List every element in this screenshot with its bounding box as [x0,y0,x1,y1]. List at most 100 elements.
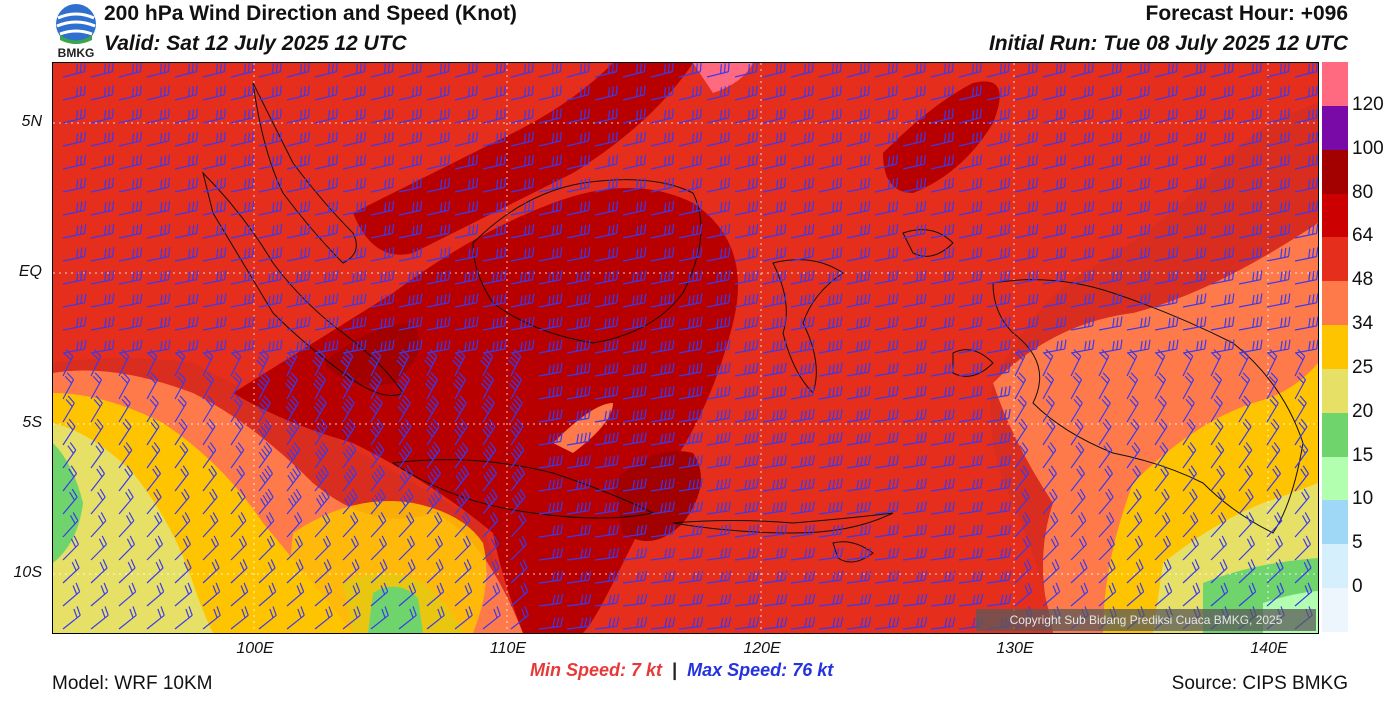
wind-barb [1070,108,1094,124]
wind-barb [510,465,525,492]
wind-barb [1098,154,1123,170]
wind-barb [510,247,535,262]
wind-barb [230,582,249,607]
wind-barb [202,247,227,262]
wind-barb [482,512,499,538]
legend-swatch [1322,325,1348,369]
wind-barb [1154,247,1179,262]
wind-barb [594,247,619,262]
wind-barb [902,570,928,584]
wind-barb [734,547,760,561]
wind-barb [1182,270,1207,285]
wind-barb [1070,349,1082,377]
wind-barb [62,154,87,170]
wind-barb [342,606,361,630]
wind-barb [622,224,647,239]
wind-barb [902,616,928,630]
wind-barb [1182,395,1195,423]
wind-barb [230,270,255,285]
wind-barb [958,200,983,216]
wind-barb [902,247,927,262]
wind-barb [818,385,843,400]
wind-barb [650,293,675,308]
wind-barb [314,418,328,446]
wind-barb [370,339,395,354]
wind-barb [314,488,330,515]
wind-barb [734,293,759,308]
wind-barb [230,372,243,400]
wind-barb [902,177,927,193]
wind-barb [874,177,899,193]
wind-barb [1014,465,1029,492]
wind-barb [538,593,564,607]
wind-barb [454,535,472,561]
wind-barb [90,339,115,354]
wind-barb [202,582,221,607]
wind-barb [1014,488,1030,515]
wind-barb [1266,395,1279,423]
wind-barb [1182,131,1206,147]
min-speed-label: Min Speed: [530,660,627,680]
wind-barb [510,200,535,216]
wind-barb [62,108,86,124]
wind-barb [286,559,304,584]
wind-barb [482,154,507,170]
wind-barb [678,270,703,285]
wind-barb [118,270,143,285]
wind-barb [1126,395,1139,423]
wind-barb [510,582,529,607]
wind-barb [454,177,479,193]
wind-barb [818,293,843,308]
wind-barb [1294,200,1318,216]
wind-barb [958,154,983,170]
wind-barb [230,349,242,377]
wind-barb [1238,200,1263,216]
wind-barb [370,559,388,584]
wind-barb [342,488,358,515]
wind-barb [818,200,843,216]
wind-barb [650,247,675,262]
wind-barb [874,478,899,492]
wind-barb [1070,395,1083,423]
wind-barb [368,349,382,377]
wind-barb [790,85,814,101]
wind-barb [1182,177,1207,193]
wind-barb [1042,465,1057,492]
wind-barb [566,177,591,193]
wind-barb [930,293,955,308]
wind-barb [342,339,367,354]
wind-barb [790,593,816,607]
bmkg-logo-icon [52,2,100,60]
wind-barb [622,200,647,216]
wind-barb [1238,293,1263,308]
wind-barb [538,131,562,147]
legend-swatch [1322,500,1348,545]
wind-barb [1154,108,1178,124]
wind-barb [678,339,703,354]
wind-barb [594,200,619,216]
wind-barb [370,293,395,308]
wind-barb [230,606,249,630]
wind-barb [566,154,591,170]
wind-barb [594,154,619,170]
wind-barb [874,408,899,423]
wind-barb [369,395,383,423]
wind-barb [594,455,619,469]
wind-barb [482,488,498,515]
wind-barb [454,606,473,630]
wind-barb [930,478,955,492]
wind-barb [398,85,422,101]
wind-barb [930,270,955,285]
wind-barb [1042,418,1056,446]
wind-barb [1238,85,1262,101]
lat-label-5n: 5N [21,113,42,130]
wind-barb [286,293,311,308]
wind-barb [424,349,438,377]
wind-barb [258,224,283,239]
wind-barb [1294,270,1318,285]
wind-barb [1070,488,1086,515]
wind-barb [594,63,618,78]
wind-barb [874,200,899,216]
wind-barb [1294,131,1318,147]
wind-barb [622,593,648,607]
